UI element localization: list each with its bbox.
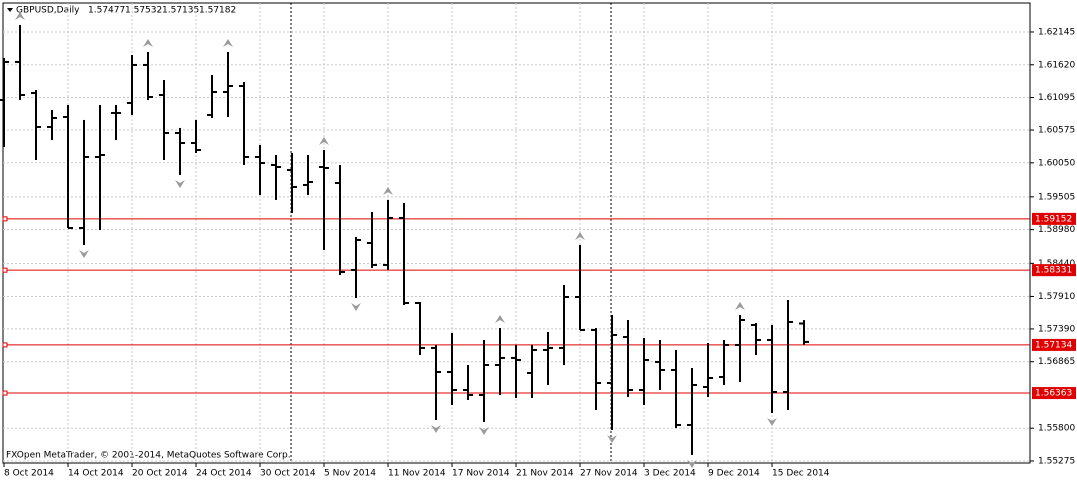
x-tick-label: 27 Nov 2014 — [580, 469, 638, 479]
fractal-up — [575, 231, 585, 240]
ohlc-low: 1.57135 — [162, 6, 199, 16]
fractal-up — [15, 11, 25, 20]
level-anchor — [2, 216, 8, 222]
level-box — [1032, 212, 1076, 225]
x-tick-label: 9 Dec 2014 — [708, 469, 760, 479]
level-anchor — [2, 390, 8, 396]
y-tick-label: 1.60575 — [1038, 126, 1075, 136]
y-tick-label: 1.55800 — [1038, 424, 1075, 434]
y-tick-label: 1.60050 — [1038, 158, 1075, 168]
fractal-down — [687, 459, 697, 468]
y-tick-label: 1.57910 — [1038, 292, 1075, 302]
fractal-down — [767, 417, 777, 426]
fractal-down — [479, 426, 489, 435]
fractal-up — [495, 314, 505, 323]
x-tick-label: 17 Nov 2014 — [452, 469, 510, 479]
level-label: 1.57134 — [1035, 340, 1072, 350]
level-label: 1.58331 — [1035, 266, 1072, 276]
menu-arrow[interactable] — [7, 8, 13, 12]
fractal-up — [735, 301, 745, 310]
fractal-down — [607, 434, 617, 443]
y-tick-label: 1.59505 — [1038, 192, 1075, 202]
x-tick-label: 20 Oct 2014 — [132, 469, 188, 479]
fractal-down — [431, 424, 441, 433]
x-tick-label: 30 Oct 2014 — [260, 469, 316, 479]
x-tick-label: 8 Oct 2014 — [4, 469, 54, 479]
y-tick-label: 1.58440 — [1038, 259, 1075, 269]
x-tick-label: 14 Oct 2014 — [68, 469, 124, 479]
x-tick-label: 15 Dec 2014 — [772, 469, 830, 479]
x-tick-label: 11 Nov 2014 — [388, 469, 446, 479]
x-tick-label: 3 Dec 2014 — [644, 469, 696, 479]
y-tick-label: 1.57390 — [1038, 324, 1075, 334]
ohlc-high: 1.57532 — [125, 6, 162, 16]
x-tick-label: 21 Nov 2014 — [516, 469, 574, 479]
level-anchor — [2, 267, 8, 273]
chart-title: GBPUSD,Daily — [16, 6, 80, 16]
y-tick-label: 1.58980 — [1038, 225, 1075, 235]
fractal-up — [319, 137, 329, 146]
fractal-down — [79, 249, 89, 258]
footer: FXOpen MetaTrader, © 2001-2014, MetaQuot… — [6, 451, 291, 461]
level-label: 1.56363 — [1035, 389, 1072, 399]
fractal-up — [383, 186, 393, 195]
fractal-up — [143, 38, 153, 47]
level-box — [1032, 264, 1076, 277]
y-tick-label: 1.62145 — [1038, 27, 1075, 37]
level-box — [1032, 387, 1076, 400]
x-tick-label: 24 Oct 2014 — [196, 469, 252, 479]
fractal-down — [351, 303, 361, 312]
x-tick-label: 5 Nov 2014 — [324, 469, 376, 479]
ohlc-close: 1.57182 — [199, 6, 236, 16]
y-tick-label: 1.61095 — [1038, 93, 1075, 103]
y-tick-label: 1.56865 — [1038, 357, 1075, 367]
level-label: 1.59152 — [1035, 214, 1072, 224]
ohlc-open: 1.57477 — [88, 6, 125, 16]
y-tick-label: 1.61620 — [1038, 60, 1075, 70]
fractal-up — [223, 38, 233, 47]
level-anchor — [2, 342, 8, 348]
y-tick-label: 1.55275 — [1038, 457, 1075, 467]
fractal-down — [175, 179, 185, 188]
level-box — [1032, 338, 1076, 351]
